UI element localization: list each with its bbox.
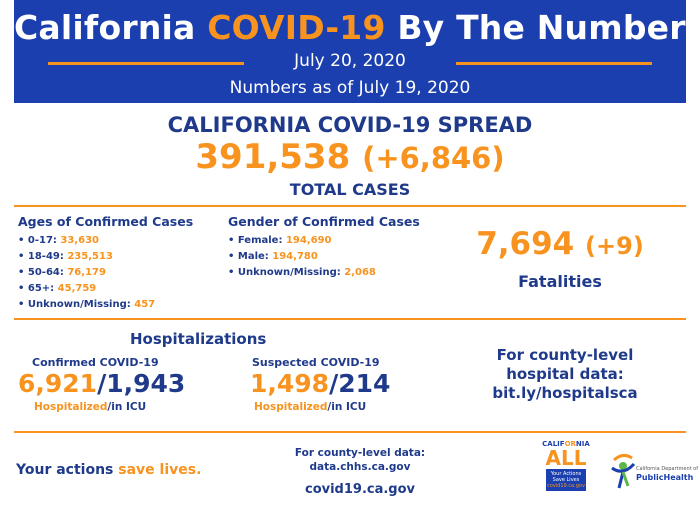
report-date: July 20, 2020 (294, 51, 406, 71)
fatalities-number: 7,694 (476, 226, 575, 262)
list-item: • Unknown/Missing: 2,068 (228, 267, 376, 278)
cdph-logo: California Department of PublicHealth (610, 446, 698, 500)
fatalities-value: 7,694 (+9) (460, 226, 660, 262)
total-cases-number: 391,538 (195, 137, 351, 177)
slogan: Your actions save lives. (16, 462, 202, 478)
total-cases-label: TOTAL CASES (289, 180, 411, 199)
header-banner: California COVID-19 By The Numbers July … (14, 0, 700, 103)
divider (14, 205, 686, 207)
header-rule-right (456, 62, 652, 65)
suspected-values: 1,498/214 (250, 369, 391, 398)
confirmed-sub: Hospitalized/in ICU (34, 401, 147, 413)
county-hospital-line: For county-level (496, 346, 634, 364)
fatalities-label: Fatalities (518, 272, 602, 291)
list-item: • Female: 194,690 (228, 235, 332, 246)
page-title: California COVID-19 By The Numbers (14, 8, 700, 47)
gender-list: • Female: 194,690 • Male: 194,780 • Unkn… (228, 233, 376, 281)
confirmed-values: 6,921/1,943 (18, 369, 186, 398)
confirmed-icu: 1,943 (106, 369, 186, 398)
data-as-of: Numbers as of July 19, 2020 (229, 78, 471, 98)
list-item: • 65+: 45,759 (18, 283, 97, 294)
list-item: • Unknown/Missing: 457 (18, 299, 156, 310)
suspected-icu: 214 (338, 369, 391, 398)
suspected-label: Suspected COVID-19 (252, 356, 380, 369)
total-cases-value: 391,538 (+6,846) (0, 137, 700, 177)
list-item: • 0-17: 33,630 (18, 235, 99, 246)
hospitalizations-title: Hospitalizations (130, 330, 267, 348)
list-item: • Male: 194,780 (228, 251, 318, 262)
covid-site-link[interactable]: covid19.ca.gov (304, 482, 416, 497)
gender-heading: Gender of Confirmed Cases (228, 214, 420, 229)
list-item: • 50-64: 76,179 (18, 267, 106, 278)
divider (14, 431, 686, 433)
county-hospital-info: For county-level hospital data: bit.ly/h… (465, 346, 665, 403)
ages-list: • 0-17: 33,630 • 18-49: 235,513 • 50-64:… (18, 233, 155, 313)
suspected-hospitalized: 1,498 (250, 369, 330, 398)
title-highlight: COVID-19 (207, 8, 386, 47)
spread-title: CALIFORNIA COVID-19 SPREAD (167, 113, 533, 137)
title-text: California (14, 8, 208, 47)
california-all-logo: CALIFORNIA ALL Your Actions Save Lives c… (542, 440, 590, 491)
confirmed-hospitalized: 6,921 (18, 369, 98, 398)
confirmed-label: Confirmed COVID-19 (32, 356, 159, 369)
suspected-sub: Hospitalized/in ICU (254, 401, 367, 413)
cdph-figure-icon (611, 453, 636, 489)
total-cases-delta: (+6,846) (362, 141, 505, 175)
county-data-info: For county-level data: data.chhs.ca.gov (275, 446, 445, 474)
title-text-end: By The Numbers (385, 8, 700, 47)
fatalities-delta: (+9) (585, 232, 644, 260)
divider (14, 318, 686, 320)
county-data-link[interactable]: data.chhs.ca.gov (309, 461, 411, 473)
county-hospital-line: hospital data: (506, 365, 624, 383)
list-item: • 18-49: 235,513 (18, 251, 113, 262)
county-hospital-link[interactable]: bit.ly/hospitalsca (492, 384, 638, 402)
ages-heading: Ages of Confirmed Cases (18, 214, 194, 229)
county-data-label: For county-level data: (294, 447, 426, 459)
header-rule-left (48, 62, 244, 65)
